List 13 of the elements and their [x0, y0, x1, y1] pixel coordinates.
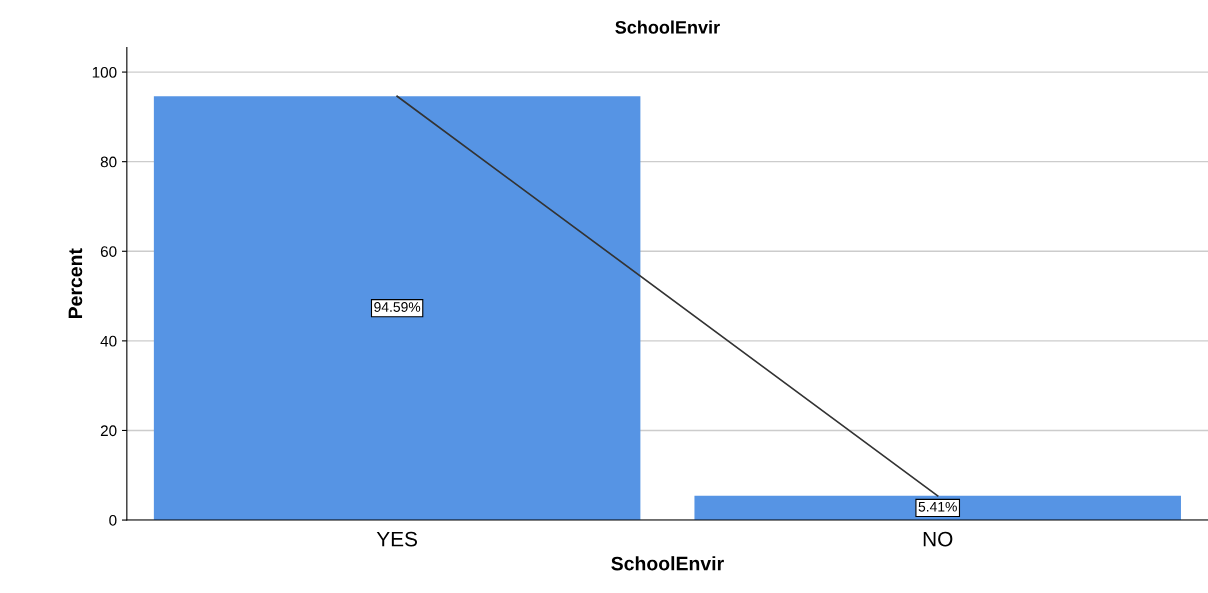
data-label: 94.59% [374, 302, 421, 312]
x-tick-label: YES [376, 531, 418, 547]
y-tick-label: 40 [100, 335, 117, 347]
x-axis-title: SchoolEnvir [611, 556, 724, 571]
y-tick-label: 20 [100, 425, 117, 437]
y-axis-title: Percent [68, 248, 83, 319]
y-tick-label: 100 [92, 66, 117, 78]
y-tick-label: 0 [109, 514, 117, 526]
y-tick-label: 60 [100, 246, 117, 257]
data-label: 5.41% [918, 501, 957, 512]
y-tick-label: 80 [100, 156, 117, 168]
x-tick-label: NO [923, 531, 953, 547]
chart-title: SchoolEnvir [615, 20, 720, 34]
